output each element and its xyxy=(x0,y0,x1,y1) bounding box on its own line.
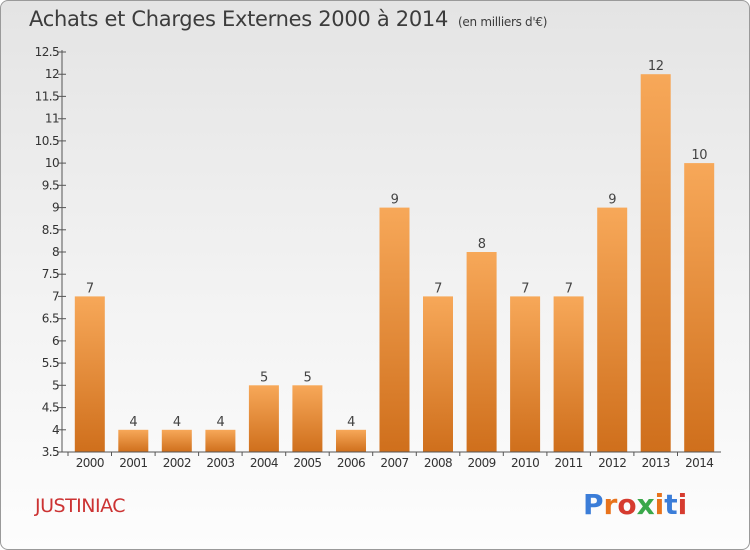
value-label-2008: 7 xyxy=(434,281,442,296)
x-tick-label-2010: 2010 xyxy=(511,456,539,470)
bar-2003 xyxy=(205,429,236,452)
y-tick-label-8.5: 8.5 xyxy=(42,223,59,237)
chart-title: Achats et Charges Externes 2000 à 2014 (e… xyxy=(29,7,547,31)
y-tick-label-4: 4 xyxy=(52,423,59,437)
y-tick-label-5.5: 5.5 xyxy=(42,356,59,370)
x-tick-label-2011: 2011 xyxy=(555,456,583,470)
bar-series: 7 4 4 4 5 5 4 9 7 8 7 7 9 12 10 xyxy=(74,59,715,452)
x-tick-label-2005: 2005 xyxy=(293,456,321,470)
value-label-2007: 9 xyxy=(391,193,399,208)
value-label-2011: 7 xyxy=(565,281,573,296)
logo-letter: P xyxy=(583,488,604,521)
chart-subtitle: (en milliers d'€) xyxy=(458,15,548,29)
value-label-2004: 5 xyxy=(260,370,268,385)
y-tick-label-10.5: 10.5 xyxy=(35,134,59,148)
chart-axes: 2000 2001 2002 2003 2004 2005 2006 2007 2008 2009… xyxy=(35,45,721,470)
y-tick-label-4.5: 4.5 xyxy=(42,401,59,415)
logo-letter: i xyxy=(654,488,665,521)
bar-2008 xyxy=(423,296,453,452)
x-tick-label-2002: 2002 xyxy=(163,456,191,470)
y-tick-label-12: 12 xyxy=(45,67,59,81)
x-tick-label-2001: 2001 xyxy=(119,456,147,470)
value-label-2009: 8 xyxy=(478,237,486,252)
x-tick-label-2012: 2012 xyxy=(598,456,626,470)
x-tick-label-2000: 2000 xyxy=(76,456,104,470)
y-tick-label-9: 9 xyxy=(52,201,59,215)
value-label-2000: 7 xyxy=(86,281,94,296)
y-tick-label-10: 10 xyxy=(45,156,59,170)
logo-letter: o xyxy=(617,488,637,521)
value-label-2006: 4 xyxy=(347,415,355,430)
value-label-2002: 4 xyxy=(173,415,181,430)
y-tick-label-8: 8 xyxy=(52,245,59,259)
x-tick-label-2008: 2008 xyxy=(424,456,452,470)
y-tick-label-6: 6 xyxy=(52,334,59,348)
value-label-2014: 10 xyxy=(691,148,707,163)
x-tick-label-2013: 2013 xyxy=(642,456,670,470)
bar-2012 xyxy=(597,207,628,452)
x-tick-label-2006: 2006 xyxy=(337,456,365,470)
value-label-2003: 4 xyxy=(217,415,225,430)
bar-2007 xyxy=(379,207,410,452)
logo-letter: i xyxy=(677,488,688,521)
bar-2001 xyxy=(118,429,149,452)
y-tick-label-12.5: 12.5 xyxy=(35,45,59,59)
value-label-2010: 7 xyxy=(521,281,529,296)
bar-2011 xyxy=(553,296,584,452)
value-label-2001: 4 xyxy=(129,415,137,430)
logo-letter: r xyxy=(603,488,618,521)
bar-2000 xyxy=(74,296,105,452)
bar-2004 xyxy=(248,385,279,452)
proxiti-logo: Proxiti xyxy=(583,488,687,521)
value-label-2005: 5 xyxy=(304,370,312,385)
y-tick-label-6.5: 6.5 xyxy=(42,312,59,326)
chart-title-text: Achats et Charges Externes 2000 à 2014 xyxy=(29,7,449,31)
bar-2014 xyxy=(684,163,715,452)
y-tick-label-3.5: 3.5 xyxy=(42,445,59,459)
y-tick-label-7: 7 xyxy=(52,289,59,303)
logo-letter: x xyxy=(636,488,655,521)
value-label-2012: 9 xyxy=(608,193,616,208)
x-tick-label-2003: 2003 xyxy=(206,456,234,470)
x-tick-label-2009: 2009 xyxy=(468,456,496,470)
bar-2013 xyxy=(640,74,671,452)
bar-2002 xyxy=(161,429,192,452)
bar-2009 xyxy=(466,252,497,452)
x-tick-label-2014: 2014 xyxy=(685,456,713,470)
y-tick-label-9.5: 9.5 xyxy=(42,178,59,192)
y-tick-label-7.5: 7.5 xyxy=(42,267,59,281)
logo-letter: t xyxy=(664,488,678,521)
value-label-2013: 12 xyxy=(648,59,664,74)
bar-2005 xyxy=(292,385,323,452)
x-tick-label-2004: 2004 xyxy=(250,456,278,470)
y-tick-label-11: 11 xyxy=(45,112,59,126)
y-tick-label-11.5: 11.5 xyxy=(35,89,59,103)
bar-2010 xyxy=(510,296,541,452)
bar-2006 xyxy=(336,429,366,452)
y-tick-label-5: 5 xyxy=(52,378,59,392)
x-tick-label-2007: 2007 xyxy=(380,456,408,470)
commune-name: JUSTINIAC xyxy=(35,495,126,517)
